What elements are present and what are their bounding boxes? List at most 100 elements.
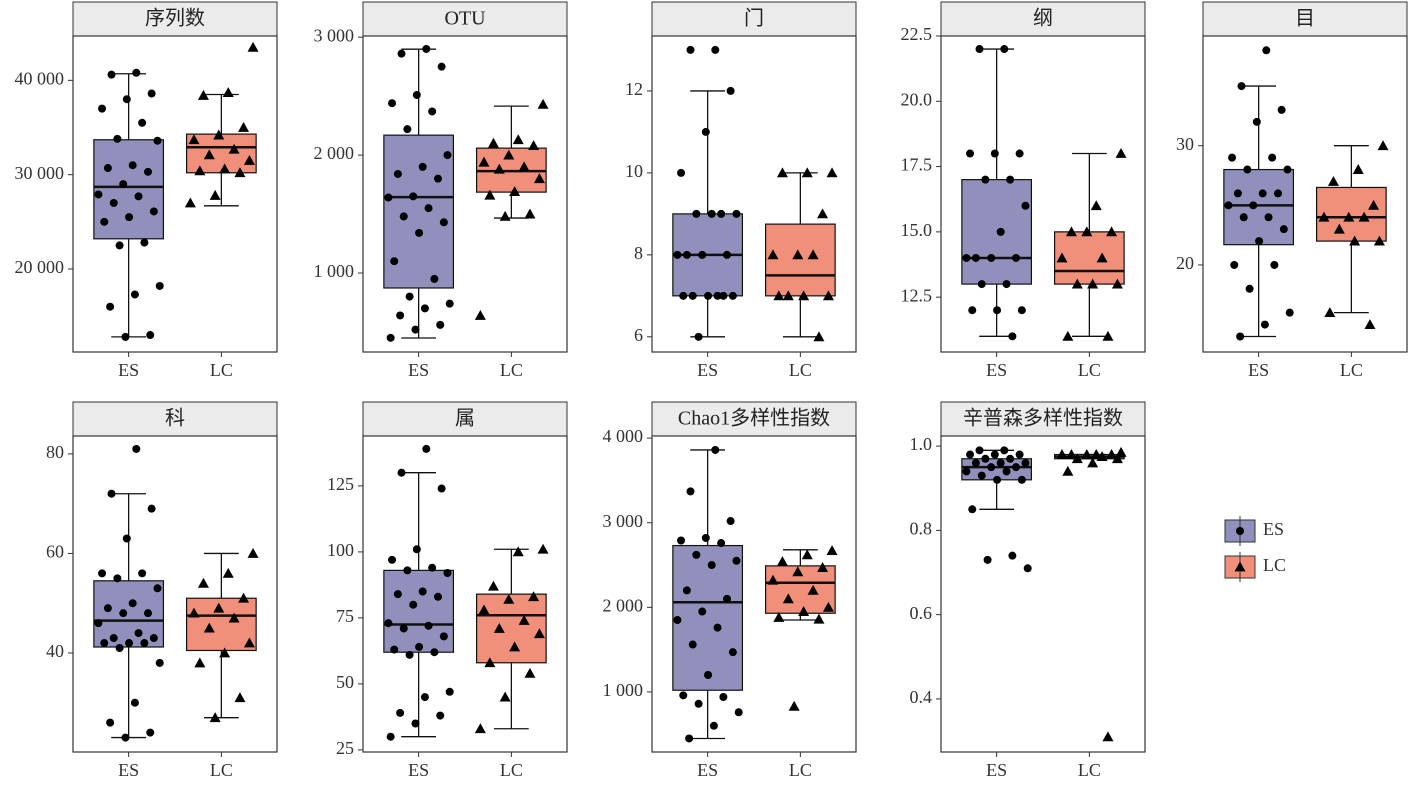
y-tick-label: 17.5 xyxy=(901,155,933,175)
data-point xyxy=(518,615,530,625)
y-tick-label: 125 xyxy=(327,474,354,494)
data-point xyxy=(409,192,418,201)
data-point xyxy=(197,577,209,588)
data-point xyxy=(694,332,703,341)
data-point xyxy=(1012,463,1021,472)
box xyxy=(672,544,744,691)
panel: 目 20 30 ES LC xyxy=(1176,1,1408,380)
panel-title: 序列数 xyxy=(145,7,205,30)
data-point xyxy=(478,604,490,615)
data-point xyxy=(975,45,984,54)
data-point xyxy=(412,90,421,99)
data-point xyxy=(1368,199,1380,210)
data-point xyxy=(962,467,971,476)
panel: 辛普森多样性指数 0.4 0.6 0.8 1.0 ES LC xyxy=(910,401,1146,780)
y-tick-label: 40 000 xyxy=(15,68,65,88)
data-point xyxy=(732,556,741,565)
data-point xyxy=(418,162,427,171)
data-point xyxy=(968,306,977,315)
data-point xyxy=(1245,284,1254,293)
data-point xyxy=(397,49,406,58)
data-point xyxy=(792,249,804,260)
x-tick-label: ES xyxy=(1248,360,1269,380)
data-point xyxy=(238,592,250,603)
strip xyxy=(651,401,857,437)
data-point xyxy=(822,290,834,301)
y-tick-label: 15.0 xyxy=(901,220,933,240)
data-point xyxy=(767,249,779,260)
plot-area xyxy=(940,35,1146,353)
x-tick-label: ES xyxy=(697,360,718,380)
data-point xyxy=(428,107,437,116)
x-tick-label: LC xyxy=(1078,360,1101,380)
data-point xyxy=(134,192,143,201)
data-point xyxy=(1000,446,1009,455)
data-point xyxy=(149,634,158,643)
data-point xyxy=(234,167,246,178)
data-point xyxy=(993,306,1002,315)
data-point xyxy=(509,641,521,652)
panel-title: Chao1多样性指数 xyxy=(678,407,830,430)
y-tick-label: 0.6 xyxy=(910,603,933,623)
data-point xyxy=(1364,319,1376,329)
data-point xyxy=(1056,449,1068,459)
data-point xyxy=(113,134,122,143)
data-point xyxy=(106,302,115,311)
data-point xyxy=(711,45,720,54)
data-point xyxy=(115,643,124,652)
data-point xyxy=(713,623,722,632)
data-point xyxy=(103,604,112,613)
data-point xyxy=(100,639,109,648)
data-point xyxy=(499,210,511,221)
data-point xyxy=(1087,457,1099,468)
data-point xyxy=(134,629,143,638)
data-point xyxy=(484,657,496,668)
data-point xyxy=(1115,148,1127,158)
data-point xyxy=(1002,280,1011,289)
x-tick-label: ES xyxy=(986,360,1007,380)
data-point xyxy=(247,547,259,558)
data-point xyxy=(415,228,424,237)
data-point xyxy=(439,632,448,641)
data-point xyxy=(1111,453,1123,464)
panel: Chao1多样性指数 1 000 2 000 3 000 4 000 ES LC xyxy=(603,401,857,780)
y-tick-label: 100 xyxy=(327,540,354,560)
data-point xyxy=(723,250,732,259)
data-point xyxy=(826,167,838,178)
y-tick-label: 80 xyxy=(46,442,64,462)
data-point xyxy=(388,555,397,564)
data-point xyxy=(512,134,524,145)
data-point xyxy=(1062,330,1074,341)
box xyxy=(1223,168,1295,246)
data-point xyxy=(1023,564,1032,573)
data-point xyxy=(1071,453,1083,464)
data-point xyxy=(437,484,446,493)
data-point xyxy=(1264,213,1273,222)
data-point xyxy=(993,475,1002,484)
y-tick-label: 1 000 xyxy=(314,261,355,281)
data-point xyxy=(1277,105,1286,114)
data-point xyxy=(424,204,433,213)
data-point xyxy=(1327,175,1339,186)
data-point xyxy=(1021,458,1030,467)
data-point xyxy=(434,174,443,183)
data-point xyxy=(711,445,720,454)
data-point xyxy=(792,566,804,577)
y-tick-label: 0.8 xyxy=(910,519,933,539)
data-point xyxy=(701,127,710,136)
y-tick-label: 20 xyxy=(1176,253,1194,273)
panel: OTU 1 000 2 000 3 000 ES LC xyxy=(314,1,568,380)
data-point xyxy=(1283,165,1292,174)
data-point xyxy=(396,311,405,320)
data-point xyxy=(1102,731,1114,742)
data-point xyxy=(1115,446,1127,457)
data-point xyxy=(412,545,421,554)
data-point xyxy=(503,149,515,160)
data-point xyxy=(685,734,694,743)
data-point xyxy=(474,723,486,734)
data-point xyxy=(234,692,246,703)
data-point xyxy=(153,584,162,593)
y-tick-label: 2 000 xyxy=(314,143,355,163)
strip xyxy=(72,401,278,437)
data-point xyxy=(390,257,399,266)
